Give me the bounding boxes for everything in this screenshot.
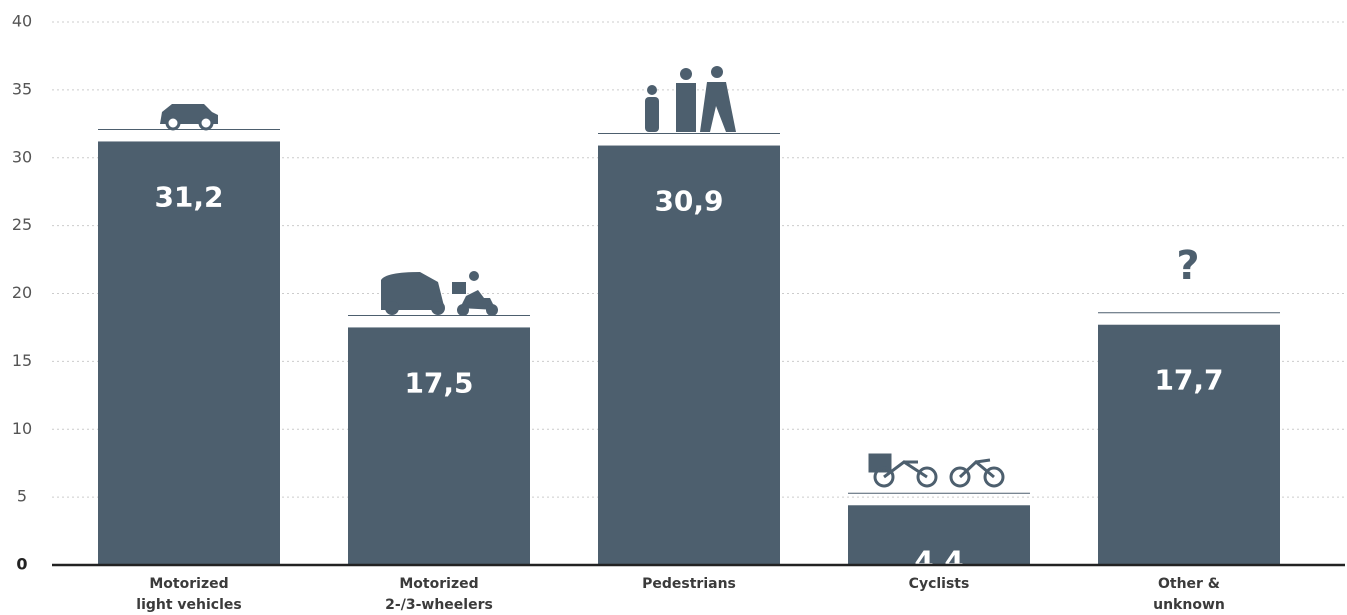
y-tick-label: 25 xyxy=(12,215,32,234)
bike-icon xyxy=(868,453,1005,488)
x-tick-label: Other & unknown xyxy=(1153,576,1225,613)
y-tick-label: 30 xyxy=(12,147,32,166)
y-tick-label: 0 xyxy=(16,555,27,574)
bar xyxy=(598,145,780,565)
value-label: 17,7 xyxy=(1154,364,1223,397)
y-tick-label: 35 xyxy=(12,79,32,98)
x-tick-label: Pedestrians xyxy=(642,576,736,592)
icons xyxy=(160,66,1005,488)
value-label: 30,9 xyxy=(654,185,723,218)
y-tick-label: 10 xyxy=(12,419,32,438)
value-label: 17,5 xyxy=(404,366,473,399)
y-tick-label: 5 xyxy=(17,487,27,506)
value-label: 31,2 xyxy=(154,180,223,213)
bar xyxy=(348,327,530,565)
bar xyxy=(848,505,1030,565)
y-tick-label: 40 xyxy=(12,12,32,31)
vehicle-icon xyxy=(381,271,498,316)
car-icon xyxy=(160,104,218,131)
bar xyxy=(1098,324,1280,565)
bar xyxy=(98,141,280,565)
y-tick-label: 20 xyxy=(12,283,32,302)
y-tick-label: 15 xyxy=(12,351,32,370)
x-tick-label: Motorized 2-/3-wheelers xyxy=(385,576,493,613)
pedestrian-icon xyxy=(645,66,736,132)
x-tick-label: Cyclists xyxy=(909,576,970,592)
question-mark: ? xyxy=(1176,243,1199,289)
value-label: 4,4 xyxy=(914,544,964,577)
x-tick-label: Motorized light vehicles xyxy=(136,576,241,613)
